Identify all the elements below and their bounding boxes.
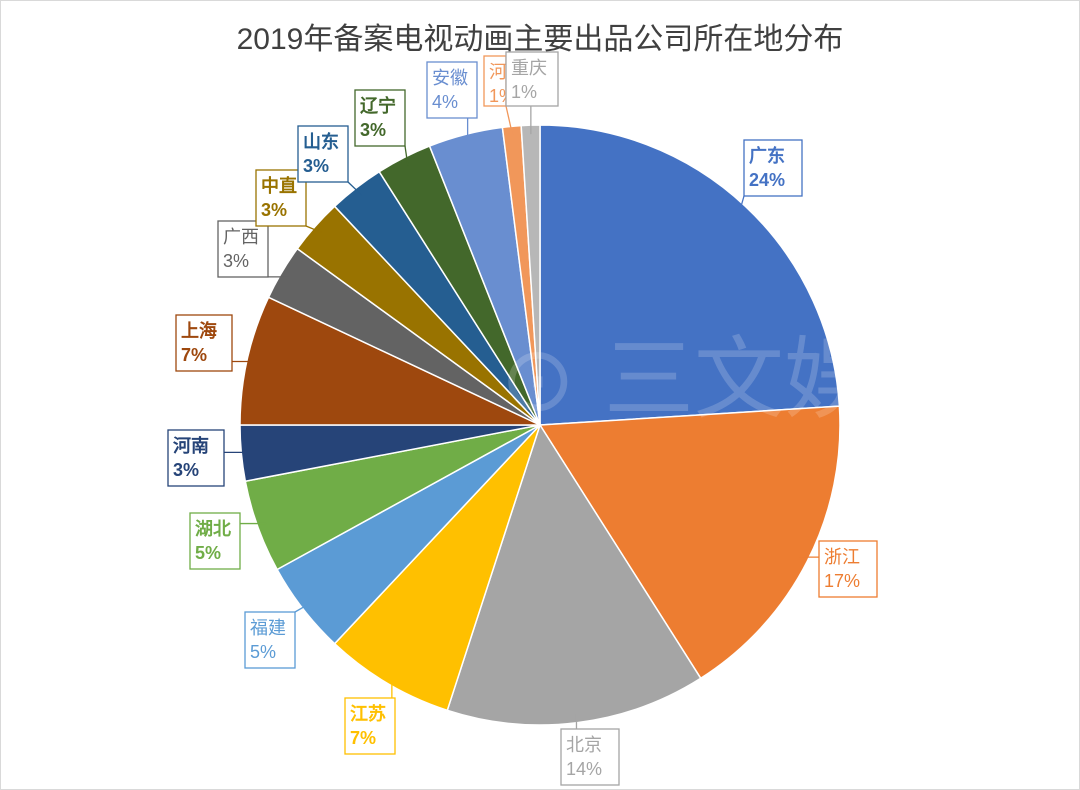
slice-label: 湖北 xyxy=(195,519,231,539)
slice-label: 江苏 xyxy=(350,703,386,724)
slice-label: 广西 xyxy=(223,227,259,247)
callout-box xyxy=(217,220,269,278)
callout-11: 山东 3% xyxy=(297,125,363,196)
callout-7: 河南 3% xyxy=(167,429,251,487)
slice-label: 广东 xyxy=(749,145,785,166)
callout-box xyxy=(560,728,620,786)
slice-percent: 5% xyxy=(250,642,276,662)
callout-15: 重庆 1% xyxy=(505,51,559,135)
slice-percent: 3% xyxy=(223,251,249,271)
slice-label: 北京 xyxy=(566,735,602,755)
callout-box xyxy=(354,89,406,147)
callout-pointer xyxy=(505,105,514,136)
callout-box xyxy=(344,697,396,755)
callout-3: 北京 14% xyxy=(560,713,620,786)
slice-percent: 7% xyxy=(350,728,376,748)
callout-8: 上海 7% xyxy=(175,314,257,372)
watermark: ⊙ 三文娱 xyxy=(500,327,874,432)
callout-pointer xyxy=(347,181,363,196)
callout-pointer xyxy=(294,602,311,613)
slice-percent: 1% xyxy=(489,86,515,106)
pie-slice-3 xyxy=(446,423,702,726)
slice-percent: 3% xyxy=(261,200,287,220)
slice-percent: 4% xyxy=(432,92,458,112)
callout-box xyxy=(189,512,241,570)
slice-label: 山东 xyxy=(303,131,339,152)
callout-box xyxy=(167,429,225,487)
slice-percent: 24% xyxy=(749,170,785,190)
callout-box xyxy=(743,139,803,197)
slice-percent: 14% xyxy=(566,759,602,779)
callout-6: 湖北 5% xyxy=(189,512,267,570)
callout-box xyxy=(505,51,559,107)
slice-label: 浙江 xyxy=(824,547,860,567)
slice-label: 重庆 xyxy=(511,58,547,78)
callout-4: 江苏 7% xyxy=(344,675,396,755)
callout-box xyxy=(818,540,878,598)
pie-slice-4 xyxy=(333,424,541,712)
callout-5: 福建 5% xyxy=(244,602,311,669)
callout-14: 河 1% xyxy=(483,55,515,136)
slice-percent: 5% xyxy=(195,543,221,563)
slice-percent: 3% xyxy=(303,156,329,176)
callout-box xyxy=(175,314,233,372)
slice-percent: 7% xyxy=(181,345,207,365)
callout-pointer xyxy=(404,145,409,166)
callout-box xyxy=(297,125,349,183)
pie-slice-2 xyxy=(538,405,841,680)
callout-2: 浙江 17% xyxy=(799,540,878,598)
pie-slice-1 xyxy=(539,124,841,426)
callout-12: 辽宁 3% xyxy=(354,89,409,166)
slice-label: 上海 xyxy=(181,320,217,341)
slice-label: 河南 xyxy=(173,435,209,456)
slice-percent: 1% xyxy=(511,82,537,102)
slice-label: 福建 xyxy=(250,618,286,638)
slice-label: 中直 xyxy=(261,175,297,196)
pie-callouts: 广东24%浙江17%北京14%江苏7%福建5%湖北5%河南3%上海7%广西3%中… xyxy=(167,51,878,786)
slice-label: 安徽 xyxy=(432,68,468,88)
chart-title: 2019年备案电视动画主要出品公司所在地分布 xyxy=(236,23,844,56)
callout-9: 广西 3% xyxy=(217,220,290,278)
slice-label: 河 xyxy=(489,62,507,82)
slice-percent: 3% xyxy=(173,460,199,480)
callout-pointer xyxy=(305,225,322,234)
slice-label: 辽宁 xyxy=(360,95,396,116)
pie-slice-8 xyxy=(239,296,541,426)
callout-box xyxy=(244,611,296,669)
callout-box xyxy=(426,61,478,119)
callout-1: 广东 24% xyxy=(738,139,803,214)
slice-percent: 3% xyxy=(360,120,386,140)
callout-pointer xyxy=(738,195,745,214)
slice-percent: 17% xyxy=(824,571,860,591)
callout-13: 安徽 4% xyxy=(426,61,478,144)
pie-slices xyxy=(239,124,841,726)
